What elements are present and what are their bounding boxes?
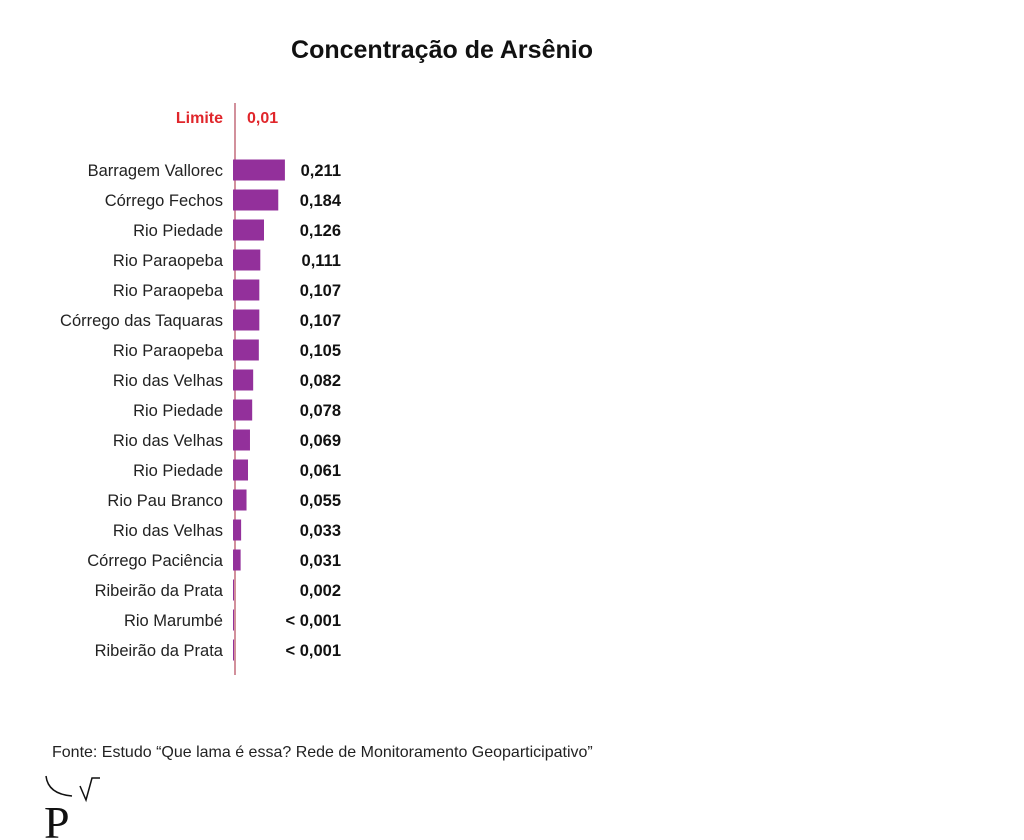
- value-label: 0,033: [300, 522, 341, 540]
- limit-value: 0,01: [247, 110, 278, 127]
- category-label: Rio das Velhas: [113, 522, 223, 540]
- category-label: Rio Piedade: [133, 462, 223, 480]
- value-label: < 0,001: [285, 612, 341, 630]
- bar: [233, 279, 260, 301]
- value-label: 0,078: [300, 402, 341, 420]
- category-label: Rio Pau Branco: [107, 492, 223, 510]
- limit-label: Limite: [176, 110, 223, 127]
- bar: [233, 609, 234, 631]
- category-label: Rio Paraopeba: [113, 252, 224, 270]
- bar: [233, 489, 247, 511]
- value-label: < 0,001: [285, 642, 341, 660]
- category-label: Rio Paraopeba: [113, 342, 224, 360]
- value-label: 0,061: [300, 462, 341, 480]
- category-label: Córrego das Taquaras: [60, 312, 223, 330]
- value-label: 0,031: [300, 552, 341, 570]
- bar: [233, 549, 241, 571]
- bar: [233, 339, 259, 361]
- bar: [233, 369, 254, 391]
- bar: [233, 189, 279, 211]
- chart-title: Concentração de Arsênio: [291, 36, 593, 64]
- value-label: 0,211: [301, 162, 341, 180]
- value-label: 0,107: [300, 282, 341, 300]
- bar: [233, 579, 234, 601]
- value-label: 0,002: [300, 582, 341, 600]
- bar: [233, 459, 249, 481]
- category-label: Barragem Vallorec: [88, 162, 223, 180]
- bar: [233, 519, 242, 541]
- bar: [233, 249, 261, 271]
- category-label: Rio Paraopeba: [113, 282, 224, 300]
- bar: [233, 309, 260, 331]
- category-label: Rio das Velhas: [113, 372, 223, 390]
- category-label: Ribeirão da Prata: [95, 642, 224, 660]
- category-label: Córrego Paciência: [87, 552, 224, 570]
- bar: [233, 159, 285, 181]
- category-label: Ribeirão da Prata: [95, 582, 224, 600]
- value-label: 0,111: [302, 252, 341, 270]
- value-label: 0,126: [300, 222, 341, 240]
- value-label: 0,069: [300, 432, 341, 450]
- category-label: Rio Marumbé: [124, 612, 223, 630]
- bar: [233, 429, 250, 451]
- value-label: 0,082: [300, 372, 341, 390]
- svg-text:P: P: [44, 797, 70, 840]
- publisher-logo: P: [44, 775, 100, 840]
- value-label: 0,055: [300, 492, 341, 510]
- category-label: Rio Piedade: [133, 222, 223, 240]
- category-label: Rio das Velhas: [113, 432, 223, 450]
- category-label: Córrego Fechos: [105, 192, 223, 210]
- bar: [233, 219, 264, 241]
- bar-chart: Limite 0,01 Barragem Vallorec 0,211 Córrego …: [60, 103, 342, 675]
- category-label: Rio Piedade: [133, 402, 223, 420]
- bar: [233, 639, 234, 661]
- value-label: 0,105: [300, 342, 341, 360]
- value-label: 0,107: [300, 312, 341, 330]
- source-note: Fonte: Estudo “Que lama é essa? Rede de …: [52, 744, 593, 761]
- value-label: 0,184: [300, 192, 342, 210]
- bar: [233, 399, 253, 421]
